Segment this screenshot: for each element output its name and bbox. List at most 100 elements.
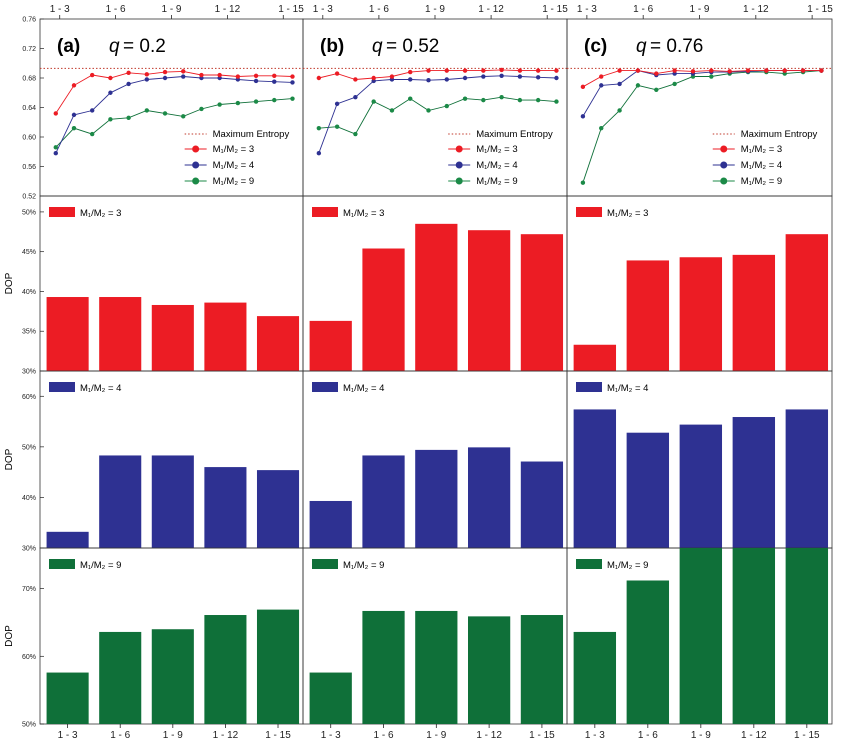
series-point-s9 (272, 97, 277, 103)
series-line-s3 (582, 70, 822, 88)
bar-legend-label-s4: M₁/M₂ = 4 (343, 383, 384, 394)
legend-s3-label: M₁/M₂ = 3 (741, 144, 782, 155)
bar-s3 (256, 316, 300, 371)
bottom-x-tick-label: 1 - 6 (374, 730, 394, 741)
series-point-s3 (745, 68, 751, 73)
series-point-s3 (71, 83, 77, 88)
series-point-s9 (235, 100, 241, 106)
line-y-tick-label: 0.56 (22, 164, 36, 171)
bar-legend-swatch-s4 (49, 382, 75, 392)
bar-s9 (256, 609, 300, 724)
series-point-s9 (517, 97, 523, 103)
series-point-s3 (217, 72, 222, 78)
line-y-tick-label: 0.52 (22, 194, 36, 201)
bar-s9 (626, 580, 670, 724)
series-point-s9 (253, 99, 259, 104)
bar-legend-label-s3: M₁/M₂ = 3 (343, 208, 384, 219)
series-point-s9 (499, 94, 504, 100)
bar-s9 (520, 615, 564, 724)
line-y-tick-label: 0.68 (22, 76, 36, 83)
q-value: = 0.52 (386, 36, 439, 57)
series-point-s3 (353, 77, 358, 82)
series-point-s3 (635, 68, 641, 73)
bar-y-tick-label: 40% (22, 495, 36, 502)
legend-s3-marker (455, 145, 463, 153)
series-point-s9 (580, 180, 586, 185)
top-x-tick-label: 1 - 9 (689, 4, 709, 15)
bar-s3 (309, 320, 352, 371)
series-point-s3 (709, 68, 714, 73)
series-point-s4 (108, 90, 113, 95)
series-line-s3 (55, 70, 293, 114)
top-x-tick-label: 1 - 12 (743, 4, 769, 15)
series-point-s4 (334, 101, 340, 107)
bar-s4 (468, 447, 511, 548)
series-point-s9 (535, 97, 541, 103)
series-point-s9 (126, 115, 131, 121)
top-x-tick-label: 1 - 15 (542, 4, 568, 15)
panel-letter: (a) (57, 36, 80, 57)
series-point-s3 (764, 68, 769, 73)
bottom-x-tick-label: 1 - 12 (213, 730, 239, 741)
bar-legend-label-s4: M₁/M₂ = 4 (607, 383, 648, 394)
bar-legend-swatch-s3 (312, 207, 338, 217)
bar-s3 (362, 248, 405, 371)
bar-s9 (573, 631, 617, 724)
series-point-s9 (554, 99, 559, 104)
top-x-tick-label: 1 - 9 (161, 4, 181, 15)
bar-s9 (151, 629, 194, 724)
bar-s9 (204, 615, 247, 724)
bar-s3 (520, 234, 564, 371)
bar-s4 (151, 455, 194, 548)
series-point-s4 (144, 77, 150, 82)
bar-legend-label-s4: M₁/M₂ = 4 (80, 383, 121, 394)
q-symbol: q (636, 36, 647, 57)
q-value: = 0.2 (123, 36, 166, 57)
series-point-s9 (217, 102, 222, 107)
bar-s3 (468, 230, 511, 371)
q-symbol: q (372, 36, 383, 57)
legend-s9-label: M₁/M₂ = 9 (213, 176, 254, 187)
series-point-s9 (481, 97, 486, 103)
series-point-s3 (800, 68, 806, 73)
bottom-x-tick-label: 1 - 9 (163, 730, 183, 741)
series-point-s3 (617, 68, 622, 73)
series-point-s3 (53, 111, 58, 116)
series-point-s3 (235, 74, 241, 79)
series-point-s9 (599, 125, 604, 131)
series-point-s4 (89, 108, 95, 113)
series-point-s3 (535, 68, 541, 73)
series-point-s4 (272, 79, 277, 84)
panel-letter: (b) (320, 36, 344, 57)
bar-s3 (679, 257, 723, 371)
bar-legend-swatch-s4 (576, 382, 602, 392)
legend-s4-marker (720, 161, 728, 169)
series-point-s9 (89, 131, 95, 137)
bar-s4 (573, 409, 617, 548)
bar-s3 (204, 302, 247, 371)
series-point-s4 (181, 74, 186, 79)
bar-y-tick-label: 60% (22, 394, 36, 401)
top-x-tick-label: 1 - 3 (50, 4, 70, 15)
bar-s4 (415, 449, 458, 548)
series-line-s9 (582, 70, 822, 183)
series-point-s3 (599, 74, 604, 79)
bar-y-axis-label: DOP (4, 448, 15, 470)
bar-y-tick-label: 70% (22, 586, 36, 593)
bar-s4 (626, 432, 670, 548)
bar-s9 (785, 548, 829, 724)
bar-s4 (785, 409, 829, 548)
series-point-s4 (535, 75, 541, 80)
bar-s3 (151, 304, 194, 371)
bar-legend-swatch-s3 (49, 207, 75, 217)
top-x-tick-label: 1 - 6 (633, 4, 653, 15)
bar-s9 (468, 616, 511, 724)
legend-s4-label: M₁/M₂ = 4 (213, 160, 254, 171)
bar-legend-swatch-s9 (49, 559, 75, 569)
line-y-tick-label: 0.72 (22, 46, 36, 53)
series-point-s9 (353, 131, 358, 137)
bar-y-tick-label: 60% (22, 654, 36, 661)
series-point-s9 (53, 145, 58, 150)
panel-letter: (c) (584, 36, 607, 57)
bar-s3 (573, 344, 617, 371)
